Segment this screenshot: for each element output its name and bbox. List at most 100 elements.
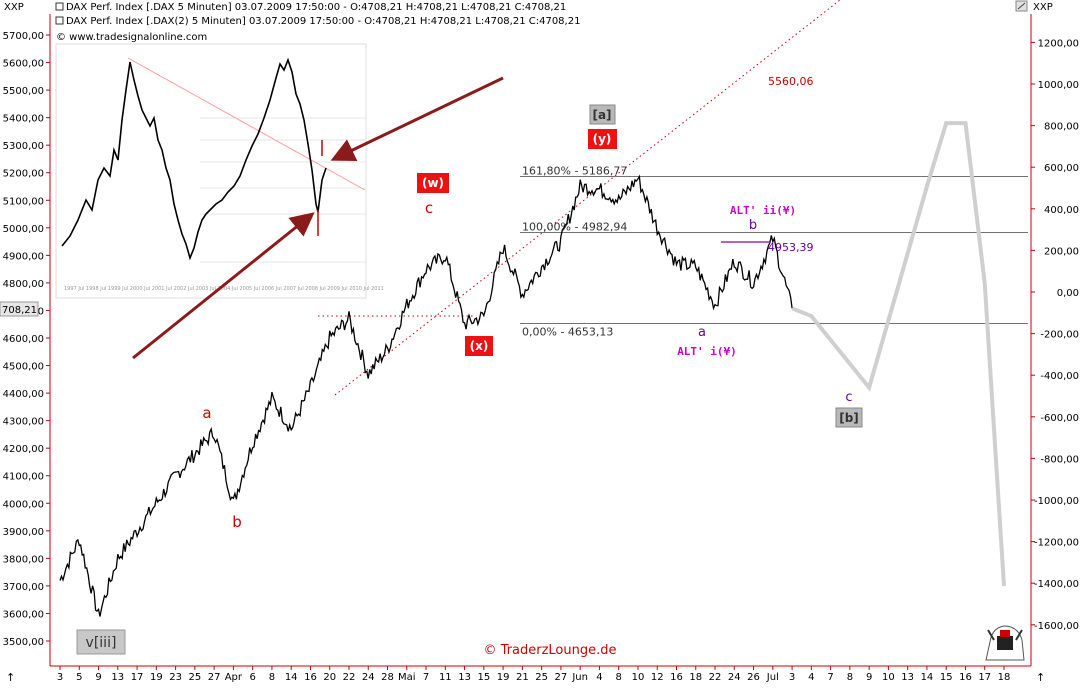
y2-tick-label: -200,00 <box>1040 330 1079 341</box>
y-tick-label: 4900,00 <box>3 251 44 262</box>
y2-tick-label: -1200,00 <box>1034 538 1079 549</box>
y2-tick-label: 1000,00 <box>1038 80 1079 91</box>
y-tick-label: 5000,00 <box>3 224 44 235</box>
x-tick-label: Jul <box>766 672 779 683</box>
x-tick-label: 19 <box>150 672 163 683</box>
x-tick-label: 7 <box>827 672 833 683</box>
y-tick-label: 4200,00 <box>3 444 44 455</box>
y2-tick-label: -600,00 <box>1040 413 1079 424</box>
right-axis-ticks: 1200,00 1000,00 800,00 600,00 400,00 200,00 0,… <box>1031 38 1079 632</box>
x-tick-label: Apr <box>225 672 243 683</box>
price-series-line <box>59 174 793 617</box>
up-arrow-left: ↑ <box>6 671 15 684</box>
wave-box-w-text: (w) <box>422 176 444 190</box>
wave-box-w <box>417 173 449 193</box>
y2-tick-label: 1200,00 <box>1038 38 1079 49</box>
x-tick-label: 6 <box>249 672 255 683</box>
x-tick-label: 16 <box>959 672 972 683</box>
alt-i-label: ALT' i(¥) <box>677 345 737 358</box>
wave-boxes: (w) (x) (y) [a] [b] v[iii] <box>76 104 863 655</box>
x-tick-label: 16 <box>670 672 683 683</box>
x-tick-label: 14 <box>285 672 298 683</box>
y2-tick-label: -800,00 <box>1040 454 1079 465</box>
y-tick-label: 5300,00 <box>3 141 44 152</box>
up-arrow-right: ↑ <box>1036 671 1045 684</box>
x-tick-label: 18 <box>998 672 1011 683</box>
wave-label-c-purple: c <box>845 390 852 405</box>
x-tick-label: 27 <box>208 672 221 683</box>
y-tick-label: 5100,00 <box>3 196 44 207</box>
x-tick-label: Jun <box>571 672 588 683</box>
wave-label-a: a <box>202 404 211 422</box>
x-tick-label: 16 <box>304 672 317 683</box>
y-tick-label: 3800,00 <box>3 554 44 565</box>
x-tick-label: 14 <box>921 672 934 683</box>
scale-right-label: XXP <box>1033 2 1053 13</box>
x-tick-label: 27 <box>555 672 568 683</box>
y2-tick-label: 400,00 <box>1044 205 1079 216</box>
x-tick-label: 15 <box>477 672 490 683</box>
x-tick-label: 11 <box>439 672 452 683</box>
y-tick-label: 5400,00 <box>3 114 44 125</box>
x-tick-label: 28 <box>381 672 394 683</box>
traderzlounge-logo <box>985 625 1025 661</box>
x-tick-label: 20 <box>323 672 336 683</box>
x-tick-label: 18 <box>689 672 702 683</box>
y-tick-label: 4400,00 <box>3 389 44 400</box>
left-axis-ticks: 5700,00 5600,00 5500,00 5400,00 5300,00 5200,… <box>3 31 50 648</box>
wave-box-b-text: [b] <box>839 411 859 425</box>
x-tick-label: 13 <box>458 672 471 683</box>
x-tick-label: 3 <box>57 672 63 683</box>
x-tick-label: 17 <box>978 672 991 683</box>
x-tick-label: 24 <box>728 672 741 683</box>
y2-tick-label: 600,00 <box>1044 163 1079 174</box>
inset-frame <box>55 43 367 299</box>
y-tick-label: 4500,00 <box>3 362 44 373</box>
x-tick-label: 9 <box>95 672 101 683</box>
y-tick-label: 5200,00 <box>3 169 44 180</box>
x-tick-label: 12 <box>651 672 664 683</box>
y2-tick-label: -1000,00 <box>1034 496 1079 507</box>
wave-label-c: c <box>425 199 433 217</box>
fibonacci-levels: 161,80% - 5186,77 100,00% - 4982,94 0,00% … <box>520 164 1028 338</box>
x-tick-label: 23 <box>169 672 182 683</box>
x-tick-label: 25 <box>535 672 548 683</box>
x-tick-label: 8 <box>269 672 275 683</box>
x-tick-label: 19 <box>497 672 510 683</box>
target-label: 5560,06 <box>768 75 814 88</box>
y2-tick-label: 800,00 <box>1044 122 1079 133</box>
x-tick-label: 8 <box>847 672 853 683</box>
x-tick-label: 17 <box>131 672 144 683</box>
x-tick-label: 8 <box>616 672 622 683</box>
wave-box-a <box>589 104 616 125</box>
inset-price-line <box>61 57 327 261</box>
wave-label-b: b <box>232 513 242 531</box>
series1-checkbox[interactable] <box>55 2 64 11</box>
wave-box-x <box>465 336 493 356</box>
y-tick-label: 4800,00 <box>3 279 44 290</box>
wave-box-y <box>588 129 617 149</box>
x-tick-label: 7 <box>423 672 429 683</box>
y2-tick-label: -400,00 <box>1040 371 1079 382</box>
y-tick-label: 5500,00 <box>3 86 44 97</box>
wave-label-b-purple: b <box>749 218 757 233</box>
y2-tick-label: -1600,00 <box>1034 621 1079 632</box>
x-tick-label: 13 <box>901 672 914 683</box>
x-tick-label: 21 <box>516 672 529 683</box>
y-tick-label: 4600,00 <box>3 334 44 345</box>
inset-x-ticks: 1997 Jul 1998 Jul 1999 Jul 2000 Jul 2001… <box>64 286 384 292</box>
alt-ii-label: ALT' ii(¥) <box>730 204 796 217</box>
wave-box-x-text: (x) <box>470 339 489 353</box>
y2-tick-label: -1400,00 <box>1034 579 1079 590</box>
y-tick-label: 3900,00 <box>3 527 44 538</box>
level-4953-label: 4953,39 <box>768 241 814 254</box>
series2-checkbox[interactable] <box>55 16 64 25</box>
header-source: © www.tradesignalonline.com <box>56 32 207 43</box>
scroll-button-icon <box>1017 2 1026 10</box>
fib-label: 100,00% - 4982,94 <box>522 221 627 234</box>
wave-box-v-iii <box>76 629 126 655</box>
x-tick-label: Mai <box>398 672 416 683</box>
x-tick-label: 5 <box>76 672 82 683</box>
